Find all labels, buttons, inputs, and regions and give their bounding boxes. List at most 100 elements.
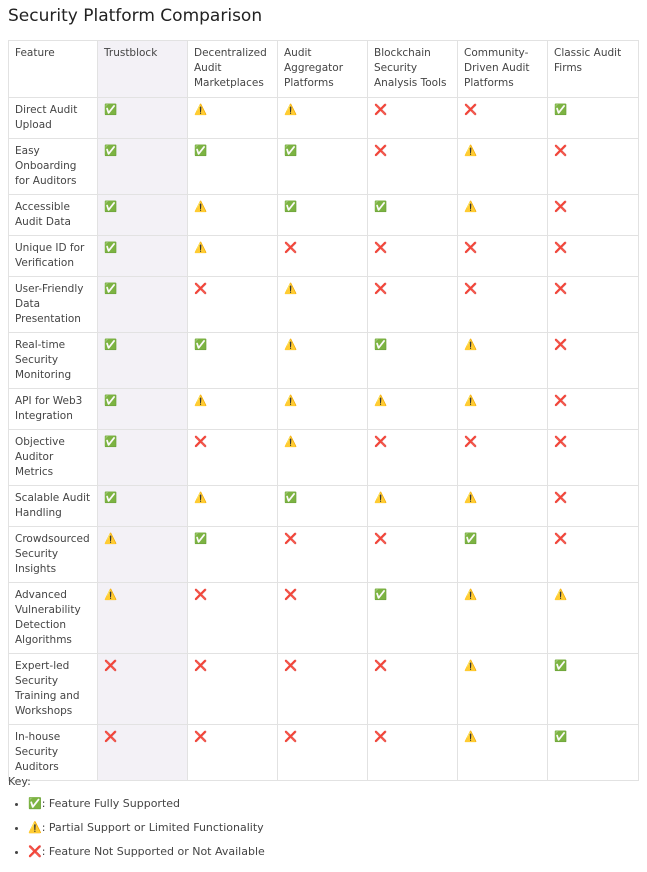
status-cell: ❌ xyxy=(97,653,188,725)
status-cell: ✅ xyxy=(187,138,278,195)
status-cell: ❌ xyxy=(547,276,639,333)
status-cell: ✅ xyxy=(97,138,188,195)
status-cell: ⚠️ xyxy=(547,582,639,654)
status-cell: ⚠️ xyxy=(277,97,368,139)
status-cell: ⚠️ xyxy=(187,97,278,139)
status-cell: ⚠️ xyxy=(457,653,548,725)
status-cell: ⚠️ xyxy=(457,138,548,195)
status-cell: ❌ xyxy=(457,235,548,277)
feature-cell: In-house Security Auditors xyxy=(8,724,98,781)
status-cell: ✅ xyxy=(457,526,548,583)
status-cell: ❌ xyxy=(187,653,278,725)
status-cell: ❌ xyxy=(277,724,368,781)
status-cell: ❌ xyxy=(187,582,278,654)
status-cell: ✅ xyxy=(187,332,278,389)
feature-cell: Expert-led Security Training and Worksho… xyxy=(8,653,98,725)
key-item: ❌: Feature Not Supported or Not Availabl… xyxy=(28,844,265,859)
header-cell: Community-Driven Audit Platforms xyxy=(457,40,548,98)
header-cell: Trustblock xyxy=(97,40,188,98)
feature-cell: User-Friendly Data Presentation xyxy=(8,276,98,333)
status-cell: ✅ xyxy=(547,724,639,781)
status-cell: ✅ xyxy=(277,485,368,527)
status-cell: ⚠️ xyxy=(187,194,278,236)
status-cell: ⚠️ xyxy=(187,485,278,527)
status-cell: ❌ xyxy=(547,388,639,430)
feature-cell: Easy Onboarding for Auditors xyxy=(8,138,98,195)
header-row: Feature Trustblock Decentralized Audit Mar… xyxy=(8,40,639,98)
status-cell: ❌ xyxy=(187,724,278,781)
status-cell: ⚠️ xyxy=(187,235,278,277)
status-cell: ❌ xyxy=(547,429,639,486)
status-cell: ⚠️ xyxy=(277,332,368,389)
key-symbol: ⚠️ xyxy=(28,821,42,834)
feature-cell: Direct Audit Upload xyxy=(8,97,98,139)
table-row: API for Web3 Integration ✅ ⚠️ ⚠️ ⚠️ ⚠️ ❌ xyxy=(8,388,639,430)
status-cell: ✅ xyxy=(97,194,188,236)
status-cell: ❌ xyxy=(547,235,639,277)
feature-cell: API for Web3 Integration xyxy=(8,388,98,430)
status-cell: ✅ xyxy=(97,97,188,139)
feature-cell: Accessible Audit Data xyxy=(8,194,98,236)
status-cell: ✅ xyxy=(187,526,278,583)
table-row: Objective Auditor Metrics ✅ ❌ ⚠️ ❌ ❌ ❌ xyxy=(8,429,639,486)
status-cell: ⚠️ xyxy=(457,194,548,236)
key-symbol: ❌ xyxy=(28,845,42,858)
status-cell: ⚠️ xyxy=(97,582,188,654)
status-cell: ❌ xyxy=(187,276,278,333)
status-cell: ✅ xyxy=(97,485,188,527)
status-cell: ⚠️ xyxy=(457,388,548,430)
status-cell: ⚠️ xyxy=(367,388,458,430)
status-cell: ⚠️ xyxy=(457,582,548,654)
key-item: ✅: Feature Fully Supported xyxy=(28,796,265,811)
status-cell: ⚠️ xyxy=(457,724,548,781)
feature-cell: Unique ID for Verification xyxy=(8,235,98,277)
status-cell: ❌ xyxy=(367,724,458,781)
status-cell: ❌ xyxy=(277,526,368,583)
feature-cell: Advanced Vulnerability Detection Algorit… xyxy=(8,582,98,654)
feature-cell: Crowdsourced Security Insights xyxy=(8,526,98,583)
status-cell: ⚠️ xyxy=(277,388,368,430)
status-cell: ✅ xyxy=(97,235,188,277)
status-cell: ✅ xyxy=(97,276,188,333)
status-cell: ❌ xyxy=(367,138,458,195)
status-cell: ⚠️ xyxy=(457,485,548,527)
status-cell: ✅ xyxy=(367,194,458,236)
table-row: Scalable Audit Handling ✅ ⚠️ ✅ ⚠️ ⚠️ ❌ xyxy=(8,485,639,527)
status-cell: ❌ xyxy=(367,97,458,139)
key-text: : Partial Support or Limited Functionali… xyxy=(41,821,264,834)
status-cell: ❌ xyxy=(367,653,458,725)
key-symbol: ✅ xyxy=(28,797,42,810)
status-cell: ❌ xyxy=(457,276,548,333)
status-cell: ✅ xyxy=(547,97,639,139)
key-list: ✅: Feature Fully Supported ⚠️: Partial Su… xyxy=(8,796,265,859)
status-cell: ❌ xyxy=(367,429,458,486)
table-row: Accessible Audit Data ✅ ⚠️ ✅ ✅ ⚠️ ❌ xyxy=(8,194,639,236)
table-row: Unique ID for Verification ✅ ⚠️ ❌ ❌ ❌ ❌ xyxy=(8,235,639,277)
status-cell: ✅ xyxy=(277,194,368,236)
status-cell: ⚠️ xyxy=(97,526,188,583)
key-item: ⚠️: Partial Support or Limited Functiona… xyxy=(28,820,265,835)
table-row: Crowdsourced Security Insights ⚠️ ✅ ❌ ❌ ✅ ❌ xyxy=(8,526,639,583)
status-cell: ✅ xyxy=(547,653,639,725)
table-row: Direct Audit Upload ✅ ⚠️ ⚠️ ❌ ❌ ✅ xyxy=(8,97,639,139)
status-cell: ❌ xyxy=(547,138,639,195)
feature-cell: Scalable Audit Handling xyxy=(8,485,98,527)
status-cell: ✅ xyxy=(367,332,458,389)
status-cell: ⚠️ xyxy=(457,332,548,389)
status-cell: ⚠️ xyxy=(187,388,278,430)
status-cell: ✅ xyxy=(97,388,188,430)
table-row: Real-time Security Monitoring ✅ ✅ ⚠️ ✅ ⚠️ ❌ xyxy=(8,332,639,389)
status-cell: ❌ xyxy=(547,485,639,527)
status-cell: ❌ xyxy=(97,724,188,781)
status-cell: ❌ xyxy=(457,97,548,139)
header-cell: Audit Aggregator Platforms xyxy=(277,40,368,98)
table-row: Easy Onboarding for Auditors ✅ ✅ ✅ ❌ ⚠️ ❌ xyxy=(8,138,639,195)
status-cell: ✅ xyxy=(367,582,458,654)
key-text: : Feature Fully Supported xyxy=(41,797,181,810)
table-row: Advanced Vulnerability Detection Algorit… xyxy=(8,582,639,654)
status-cell: ❌ xyxy=(277,235,368,277)
status-cell: ❌ xyxy=(457,429,548,486)
table-row: In-house Security Auditors ❌ ❌ ❌ ❌ ⚠️ ✅ xyxy=(8,724,639,781)
status-cell: ❌ xyxy=(367,276,458,333)
